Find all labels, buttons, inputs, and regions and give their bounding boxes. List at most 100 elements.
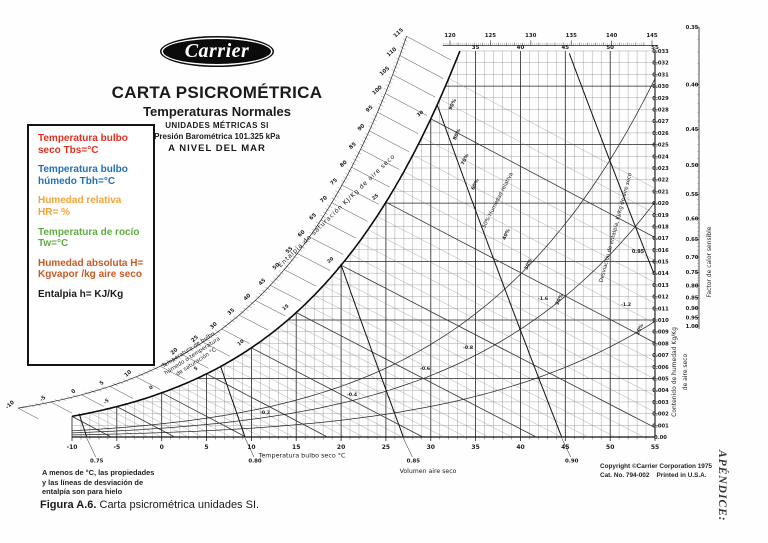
svg-text:30%: 30%	[523, 258, 533, 271]
svg-text:70: 70	[319, 195, 329, 205]
svg-text:120: 120	[444, 33, 456, 39]
legend-item-abs-humidity: Humedad absoluta H= Kgvapor /kg aire sec…	[38, 257, 144, 281]
svg-text:110: 110	[386, 46, 398, 58]
svg-text:0.004: 0.004	[652, 388, 669, 394]
top-enthalpy-axis: 120 125 130 135 140 145 35 40 45 50 55	[443, 33, 659, 51]
svg-text:0.017: 0.017	[652, 236, 669, 242]
svg-text:1.00: 1.00	[686, 324, 699, 330]
svg-text:45: 45	[258, 277, 268, 287]
humidity-right-axis: 0.001 0.002 0.003 0.004 0.005 0.006 0.007 0.008…	[652, 49, 689, 441]
svg-text:0.026: 0.026	[652, 131, 669, 137]
svg-text:de aire seco: de aire seco	[682, 353, 689, 390]
svg-text:0.030: 0.030	[652, 84, 669, 90]
svg-text:0.008: 0.008	[652, 341, 669, 347]
svg-text:0.95: 0.95	[686, 315, 699, 321]
svg-text:0.90: 0.90	[565, 459, 579, 465]
svg-text:0.014: 0.014	[652, 271, 669, 277]
svg-text:-10: -10	[67, 444, 78, 451]
svg-text:65: 65	[308, 212, 318, 222]
svg-text:0.65: 0.65	[686, 237, 699, 243]
annotation-legend-box: Temperatura bulbo seco Tbs=°C Temperatur…	[27, 124, 155, 366]
svg-text:60: 60	[297, 229, 307, 239]
ice-note: A menos de °C, las propiedades y las lín…	[42, 468, 155, 497]
svg-text:135: 135	[566, 33, 578, 39]
svg-text:0.60: 0.60	[686, 217, 699, 223]
carrier-logo: Carrier	[160, 36, 274, 67]
svg-text:Volumen aire seco: Volumen aire seco	[400, 468, 457, 475]
svg-text:55: 55	[651, 444, 659, 451]
svg-text:0.011: 0.011	[652, 306, 669, 312]
svg-text:145: 145	[646, 33, 658, 39]
svg-text:105: 105	[379, 65, 391, 77]
svg-text:30: 30	[416, 109, 425, 118]
svg-text:50: 50	[606, 45, 614, 51]
chart-header: Carrier CARTA PSICROMÉTRICA Temperaturas…	[103, 36, 331, 154]
svg-text:0.025: 0.025	[652, 143, 669, 149]
svg-text:50: 50	[606, 444, 614, 451]
svg-text:-0.4: -0.4	[347, 392, 357, 398]
svg-text:0.029: 0.029	[652, 96, 669, 102]
svg-text:85: 85	[348, 141, 358, 151]
grid-lines	[71, 50, 656, 441]
svg-text:0.40: 0.40	[686, 82, 699, 88]
svg-text:0.010: 0.010	[652, 318, 669, 324]
svg-text:0.027: 0.027	[652, 119, 669, 125]
svg-text:40: 40	[516, 444, 524, 451]
svg-text:35: 35	[472, 45, 480, 51]
svg-text:100: 100	[371, 84, 383, 96]
svg-text:-10: -10	[5, 400, 16, 411]
svg-text:0: 0	[148, 384, 155, 391]
svg-text:Factor de calor sensible: Factor de calor sensible	[706, 226, 713, 297]
svg-text:75: 75	[329, 177, 339, 187]
svg-text:50: 50	[272, 262, 282, 272]
svg-text:0.018: 0.018	[652, 225, 669, 231]
svg-text:0.012: 0.012	[652, 295, 669, 301]
sea-level-line: A NIVEL DEL MAR	[168, 143, 266, 154]
svg-text:10: 10	[247, 444, 255, 451]
svg-text:130: 130	[525, 33, 537, 39]
svg-text:35: 35	[471, 444, 479, 451]
svg-text:20: 20	[337, 444, 345, 451]
copyright: Copyright ©Carrier Corporation 1975 Cat.…	[600, 463, 712, 480]
svg-text:0.016: 0.016	[652, 248, 669, 254]
svg-text:0.001: 0.001	[652, 423, 669, 429]
svg-text:35: 35	[227, 307, 237, 317]
svg-text:0.020: 0.020	[652, 201, 669, 207]
svg-text:80: 80	[339, 159, 349, 169]
legend-item-wet-bulb: Temperatura bulbo húmedo Tbh=°C	[38, 164, 128, 187]
svg-text:0.003: 0.003	[652, 400, 669, 406]
svg-text:0.35: 0.35	[686, 25, 699, 31]
svg-text:10: 10	[124, 369, 134, 379]
svg-text:20%: 20%	[555, 293, 565, 306]
svg-text:20: 20	[170, 347, 180, 357]
svg-text:0.005: 0.005	[652, 377, 669, 383]
legend-item-enthalpy: Entalpia h= KJ/Kg	[38, 288, 124, 300]
svg-text:30: 30	[427, 444, 435, 451]
svg-text:20: 20	[326, 256, 335, 265]
svg-text:0: 0	[160, 444, 164, 451]
svg-text:40: 40	[517, 45, 525, 51]
svg-text:50% Humedad relativa: 50% Humedad relativa	[481, 172, 514, 230]
svg-text:-5: -5	[102, 398, 110, 406]
svg-text:140: 140	[606, 33, 618, 39]
svg-text:0.007: 0.007	[652, 353, 669, 359]
svg-text:-0.8: -0.8	[463, 345, 473, 351]
svg-text:5: 5	[204, 444, 208, 451]
svg-text:0.00: 0.00	[654, 435, 667, 441]
svg-text:55: 55	[285, 246, 295, 256]
svg-text:0.022: 0.022	[652, 178, 669, 184]
svg-text:95: 95	[365, 104, 375, 114]
svg-text:0.90: 0.90	[686, 306, 699, 312]
svg-text:0.023: 0.023	[652, 166, 669, 172]
svg-text:-5: -5	[39, 395, 48, 404]
svg-text:0.95: 0.95	[632, 249, 645, 255]
svg-text:0.021: 0.021	[652, 189, 669, 195]
svg-text:Contenido de humedad Kg/Kg: Contenido de humedad Kg/Kg	[671, 327, 678, 417]
chart-title: CARTA PSICROMÉTRICA	[111, 83, 323, 102]
sensible-heat-factor-scale: 0.35 0.40 0.45 0.50 0.55 0.60 0.65 0.70 0.75 0.80…	[686, 25, 713, 330]
svg-text:Entalpía de saturación KJ/Kg d: Entalpía de saturación KJ/Kg de aire sec…	[276, 152, 396, 269]
svg-text:40%: 40%	[501, 228, 511, 241]
svg-text:15: 15	[292, 444, 300, 451]
